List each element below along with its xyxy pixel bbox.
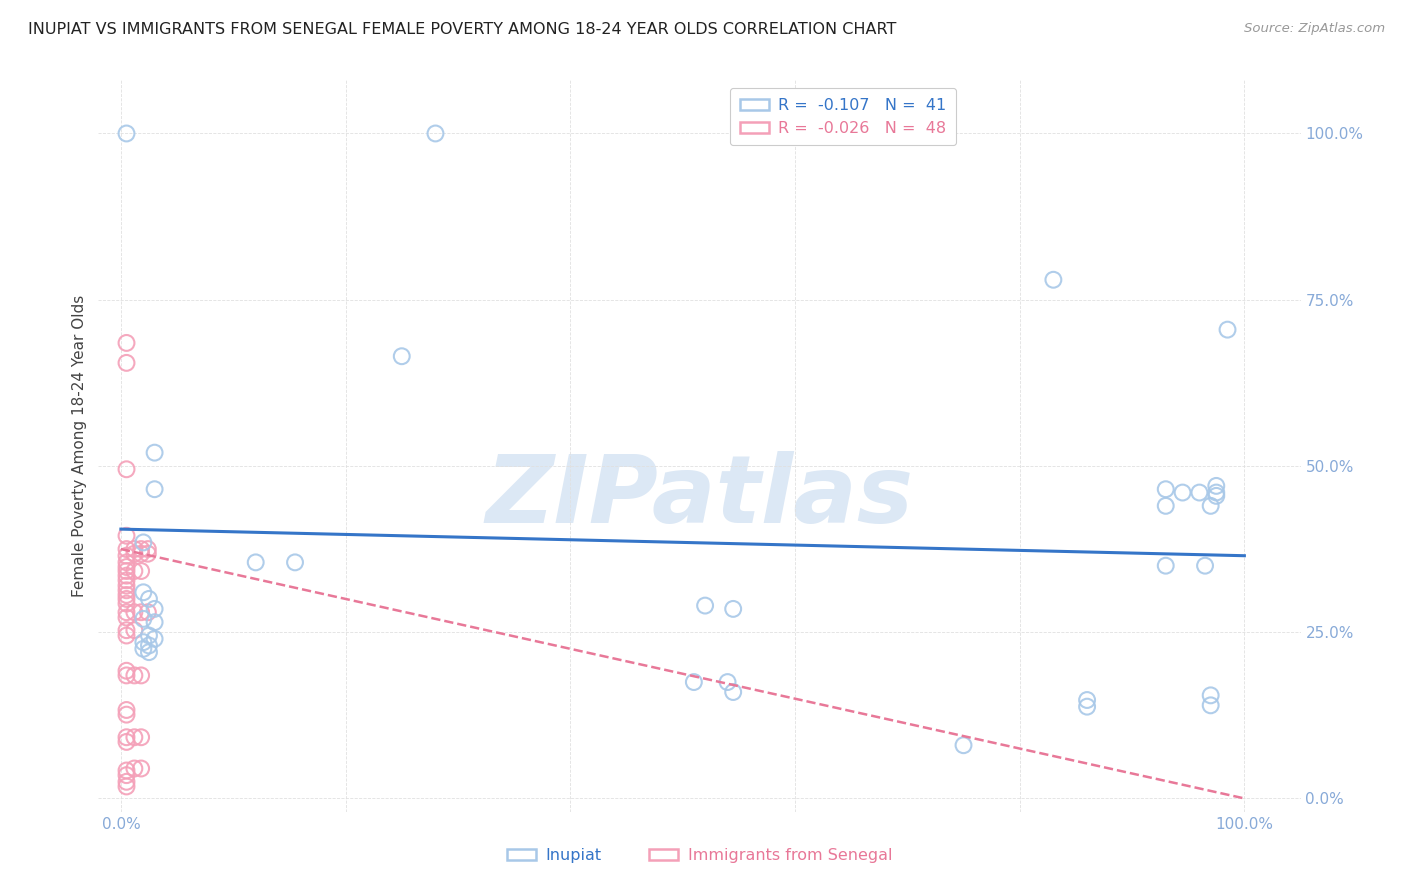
Point xyxy=(129,564,152,578)
Point xyxy=(115,731,138,745)
Point xyxy=(143,632,166,646)
Text: ZIPatlas: ZIPatlas xyxy=(485,451,914,543)
Text: INUPIAT VS IMMIGRANTS FROM SENEGAL FEMALE POVERTY AMONG 18-24 YEAR OLDS CORRELAT: INUPIAT VS IMMIGRANTS FROM SENEGAL FEMAL… xyxy=(28,22,897,37)
Text: Source: ZipAtlas.com: Source: ZipAtlas.com xyxy=(1244,22,1385,36)
Point xyxy=(129,605,152,619)
Point xyxy=(132,641,155,656)
Point xyxy=(1154,482,1177,496)
Point xyxy=(1042,273,1064,287)
Legend: Inupiat, Immigrants from Senegal: Inupiat, Immigrants from Senegal xyxy=(501,842,898,870)
Point xyxy=(124,731,146,745)
Point xyxy=(115,591,138,606)
Point xyxy=(1199,698,1222,713)
Point xyxy=(115,549,138,563)
Point xyxy=(115,735,138,749)
Point xyxy=(132,635,155,649)
Point xyxy=(115,668,138,682)
Point xyxy=(115,555,138,569)
Point xyxy=(124,547,146,561)
Point xyxy=(143,482,166,496)
Point xyxy=(1205,489,1227,503)
Point xyxy=(115,462,138,476)
Point xyxy=(124,564,146,578)
Point xyxy=(138,628,160,642)
Point xyxy=(1154,499,1177,513)
Point xyxy=(124,668,146,682)
Point xyxy=(132,535,155,549)
Point xyxy=(115,610,138,624)
Point xyxy=(115,127,138,141)
Point xyxy=(143,445,166,459)
Point xyxy=(115,774,138,789)
Point xyxy=(115,707,138,722)
Point xyxy=(115,579,138,593)
Point xyxy=(132,585,155,599)
Point xyxy=(143,615,166,630)
Point xyxy=(1154,558,1177,573)
Point xyxy=(115,703,138,717)
Point xyxy=(115,597,138,611)
Point xyxy=(1076,693,1098,707)
Point xyxy=(115,605,138,619)
Point xyxy=(1199,689,1222,703)
Point xyxy=(716,675,738,690)
Point xyxy=(129,547,152,561)
Point xyxy=(115,529,138,543)
Point xyxy=(115,764,138,778)
Point xyxy=(143,602,166,616)
Point xyxy=(115,628,138,642)
Point xyxy=(124,542,146,557)
Point xyxy=(683,675,706,690)
Point xyxy=(245,555,267,569)
Point xyxy=(115,623,138,637)
Point xyxy=(124,762,146,776)
Point xyxy=(115,583,138,598)
Point xyxy=(132,612,155,626)
Point xyxy=(124,605,146,619)
Point xyxy=(138,645,160,659)
Point xyxy=(115,664,138,678)
Point xyxy=(129,731,152,745)
Point xyxy=(136,542,159,557)
Point xyxy=(115,564,138,578)
Point xyxy=(115,560,138,574)
Point xyxy=(1194,558,1216,573)
Point xyxy=(115,568,138,582)
Point xyxy=(115,542,138,557)
Point xyxy=(136,547,159,561)
Point xyxy=(1199,499,1222,513)
Point xyxy=(284,555,307,569)
Point xyxy=(129,762,152,776)
Point xyxy=(138,639,160,653)
Point xyxy=(1205,479,1227,493)
Point xyxy=(129,542,152,557)
Point xyxy=(129,668,152,682)
Point xyxy=(952,738,974,752)
Point xyxy=(138,591,160,606)
Point xyxy=(425,127,447,141)
Point xyxy=(1188,485,1211,500)
Point xyxy=(721,602,744,616)
Point xyxy=(721,685,744,699)
Point xyxy=(1076,699,1098,714)
Point xyxy=(115,768,138,782)
Point xyxy=(693,599,716,613)
Point xyxy=(115,335,138,350)
Point xyxy=(1216,323,1239,337)
Point xyxy=(115,588,138,602)
Point xyxy=(391,349,413,363)
Y-axis label: Female Poverty Among 18-24 Year Olds: Female Poverty Among 18-24 Year Olds xyxy=(72,295,87,597)
Point xyxy=(1171,485,1194,500)
Point xyxy=(1205,485,1227,500)
Point xyxy=(115,780,138,794)
Point xyxy=(115,574,138,588)
Point xyxy=(124,623,146,637)
Point xyxy=(115,356,138,370)
Point xyxy=(136,605,159,619)
